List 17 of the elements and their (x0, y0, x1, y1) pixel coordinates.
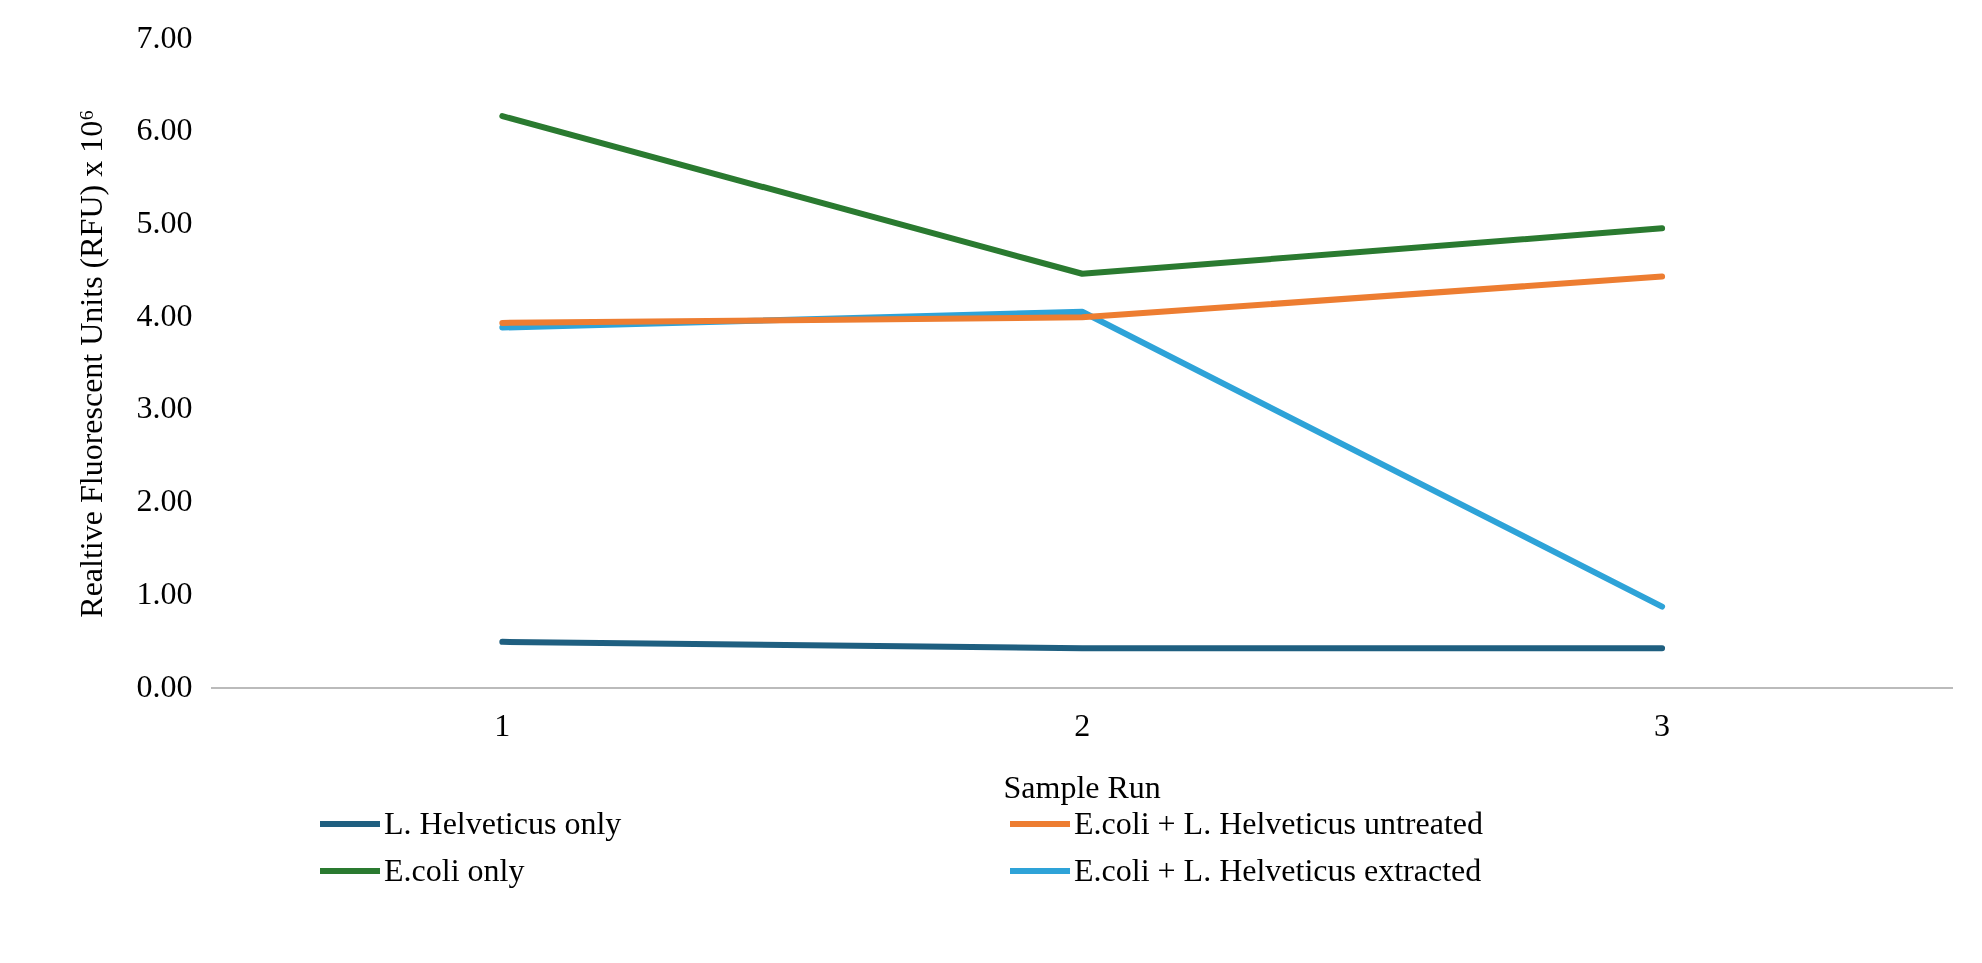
x-axis-title: Sample Run (1003, 769, 1161, 806)
y-axis-title: Realtive Fluorescent Units (RFU) x 10⁶ (72, 109, 109, 618)
legend-label: E.coli only (384, 852, 525, 889)
x-tick-label: 1 (494, 706, 511, 743)
y-tick-label: 1.00 (136, 574, 193, 611)
y-tick-label: 2.00 (136, 482, 193, 519)
y-tick-label: 0.00 (136, 667, 193, 704)
y-tick-label: 6.00 (136, 111, 193, 148)
x-tick-label: 3 (1654, 706, 1671, 743)
y-tick-label: 4.00 (136, 296, 193, 333)
y-tick-label: 3.00 (136, 389, 193, 426)
x-tick-label: 2 (1074, 706, 1091, 743)
y-tick-label: 7.00 (136, 18, 193, 55)
y-tick-label: 5.00 (136, 204, 193, 241)
legend-label: E.coli + L. Helveticus untreated (1074, 805, 1484, 842)
legend-label: E.coli + L. Helveticus extracted (1074, 852, 1482, 889)
legend-label: L. Helveticus only (384, 805, 622, 842)
